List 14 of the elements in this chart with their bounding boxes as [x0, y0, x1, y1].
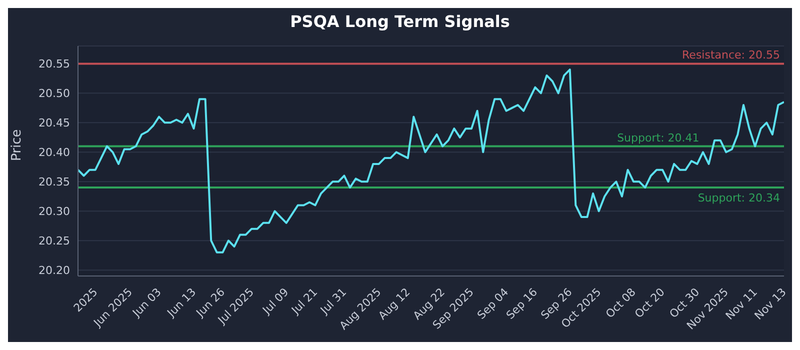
ref-line-label: Support: 20.34 — [698, 192, 780, 205]
chart-title: PSQA Long Term Signals — [289, 11, 511, 32]
y-axis-title: Price — [10, 129, 25, 161]
line-series — [78, 68, 784, 254]
y-tick-label: 20.20 — [38, 264, 70, 278]
y-tick-label: 20.45 — [38, 116, 70, 130]
y-tick-label: 20.40 — [38, 146, 70, 160]
ref-line-label: Resistance: 20.55 — [682, 48, 780, 62]
y-tick-label: 20.30 — [38, 205, 70, 218]
y-tick-label: 20.25 — [38, 234, 70, 248]
y-tick-label: 20.50 — [38, 87, 70, 100]
y-tick-label: 20.55 — [38, 58, 70, 71]
ref-line-label: Support: 20.41 — [617, 131, 700, 144]
y-tick-label: 20.35 — [38, 176, 70, 189]
